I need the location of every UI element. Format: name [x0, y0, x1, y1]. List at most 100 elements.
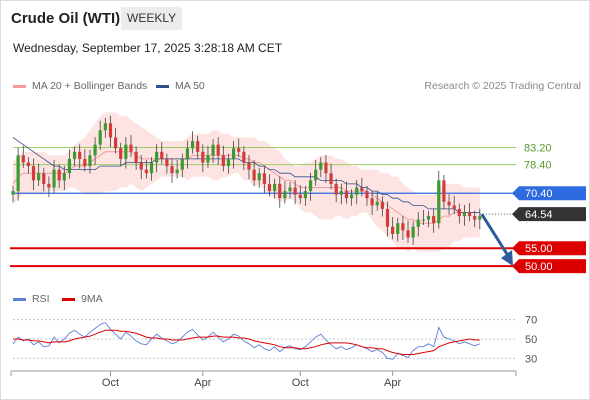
candle-down	[247, 162, 251, 170]
candle-down	[406, 230, 410, 238]
rsi-tick-label: 50	[525, 334, 537, 346]
candle-up	[319, 162, 323, 170]
candle-down	[26, 162, 30, 167]
candle-up	[93, 144, 97, 156]
candle-down	[278, 183, 282, 199]
level-labels-layer: 83.20 78.40 70.40 64.54 55.00 50.00	[512, 143, 586, 274]
candle-down	[344, 191, 349, 199]
candle-up	[16, 155, 20, 192]
candle-up	[308, 180, 313, 192]
research-credit: Research © 2025 Trading Central	[424, 80, 581, 92]
candle-up	[226, 158, 231, 167]
candle-up	[211, 144, 215, 156]
candle-up	[37, 173, 41, 181]
candle-up	[426, 216, 431, 220]
candle-down	[442, 180, 446, 202]
time-axis: Oct Apr Oct Apr	[10, 370, 517, 389]
candle-up	[421, 219, 425, 221]
time-axis-label: Oct	[292, 377, 309, 389]
rsi-legend-swatch	[13, 297, 26, 301]
support-label: 50.00	[525, 261, 553, 273]
candle-down	[144, 169, 148, 174]
candle-up	[437, 180, 441, 224]
candle-down	[467, 212, 472, 217]
candle-down	[242, 151, 246, 163]
candle-down	[42, 173, 46, 184]
candle-up	[67, 158, 72, 174]
rsi-ma-line	[13, 329, 480, 355]
candle-down	[221, 155, 225, 167]
support-label: 55.00	[525, 243, 553, 255]
candle-down	[201, 151, 205, 163]
legend-swatch-ma20	[13, 84, 26, 88]
resistance-label: 78.40	[524, 160, 552, 172]
candle-down	[129, 144, 133, 152]
support-label-box	[512, 259, 586, 274]
candle-up	[11, 191, 15, 195]
candle-up	[52, 169, 56, 188]
candle-up	[149, 162, 154, 174]
candle-up	[303, 191, 308, 199]
candle-up	[190, 141, 195, 149]
candle-down	[360, 187, 364, 192]
candlesticks-layer	[11, 115, 482, 245]
candle-up	[72, 151, 77, 159]
candle-down	[83, 158, 87, 167]
candle-down	[216, 144, 220, 156]
candle-down	[293, 187, 297, 195]
chart-header: Crude Oil (WTI) WEEKLY Wednesday, Septem…	[0, 0, 590, 62]
candle-down	[329, 173, 333, 184]
candle-down	[31, 166, 36, 181]
candle-down	[134, 151, 138, 163]
projection-arrowhead	[501, 250, 513, 267]
candle-up	[175, 169, 179, 174]
last-price-box	[512, 207, 586, 222]
candle-up	[339, 191, 343, 195]
candle-up	[375, 201, 379, 206]
candle-up	[283, 191, 287, 199]
instrument-title: Crude Oil (WTI)	[11, 10, 121, 27]
time-axis-label: Apr	[194, 377, 211, 389]
candle-up	[180, 158, 184, 170]
candle-up	[273, 183, 277, 192]
candle-down	[119, 148, 123, 159]
time-axis-label: Apr	[384, 377, 401, 389]
candle-down	[165, 158, 169, 167]
candle-down	[237, 148, 241, 152]
candle-up	[206, 155, 210, 163]
candle-down	[262, 173, 266, 184]
candle-down	[298, 194, 302, 199]
timestamp: Wednesday, September 17, 2025 3:28:18 AM…	[13, 41, 283, 55]
pivot-label-box	[512, 186, 586, 201]
candle-down	[324, 162, 328, 174]
candle-down	[452, 205, 456, 209]
candle-down	[114, 137, 118, 149]
ma50-line	[12, 137, 480, 213]
projection-layer	[480, 213, 513, 267]
candle-up	[103, 123, 107, 131]
pivot-label: 70.40	[525, 188, 553, 200]
candle-down	[160, 151, 164, 159]
candle-up	[185, 148, 190, 159]
candle-down	[21, 155, 25, 163]
rsi-tick-label: 70	[525, 315, 537, 327]
candle-up	[155, 151, 159, 163]
candle-up	[396, 223, 400, 234]
period-selector[interactable]: WEEKLY	[121, 7, 183, 30]
candle-down	[57, 169, 61, 181]
candle-down	[78, 151, 82, 159]
candle-up	[411, 226, 415, 238]
candle-down	[47, 183, 51, 188]
rsi-legend-label: RSI	[32, 293, 50, 305]
legend-swatch-ma50	[156, 84, 169, 88]
candle-down	[108, 123, 113, 138]
candle-up	[257, 173, 261, 181]
candle-down	[196, 141, 200, 152]
candle-down	[252, 169, 256, 181]
candle-down	[385, 208, 390, 227]
rsi-ma-legend-item: 9MA	[62, 293, 103, 305]
legend-label-ma50: MA 50	[175, 80, 205, 92]
candle-down	[457, 208, 461, 217]
candle-up	[462, 212, 467, 217]
